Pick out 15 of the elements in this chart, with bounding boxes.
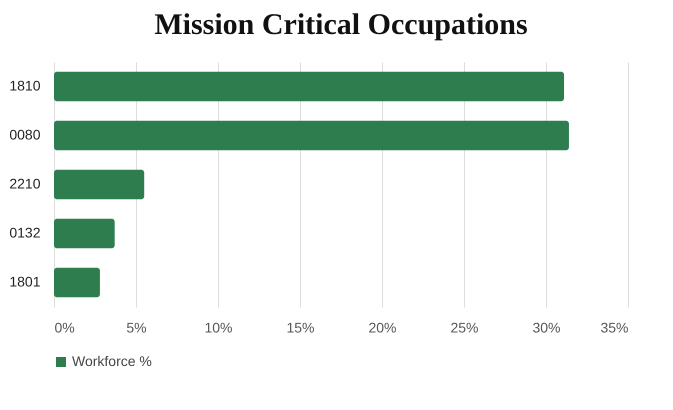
x-tick-label: 20% [368,320,397,336]
y-tick-label: 1801 [9,274,41,290]
x-tick-label: 5% [126,320,147,336]
x-tick-label: 15% [286,320,315,336]
x-tick-label: 30% [532,320,561,336]
y-tick-label: 1810 [9,78,41,94]
x-tick-label: 25% [450,320,479,336]
x-tick-label: 10% [204,320,233,336]
x-tick-label: 0% [54,320,75,336]
chart-title: Mission Critical Occupations [154,8,528,41]
y-tick-label: 0132 [9,224,41,240]
y-tick-label: 2210 [9,176,41,192]
legend-label: Workforce % [72,353,152,369]
y-tick-label: 0080 [9,126,41,142]
x-tick-label: 35% [600,320,628,336]
